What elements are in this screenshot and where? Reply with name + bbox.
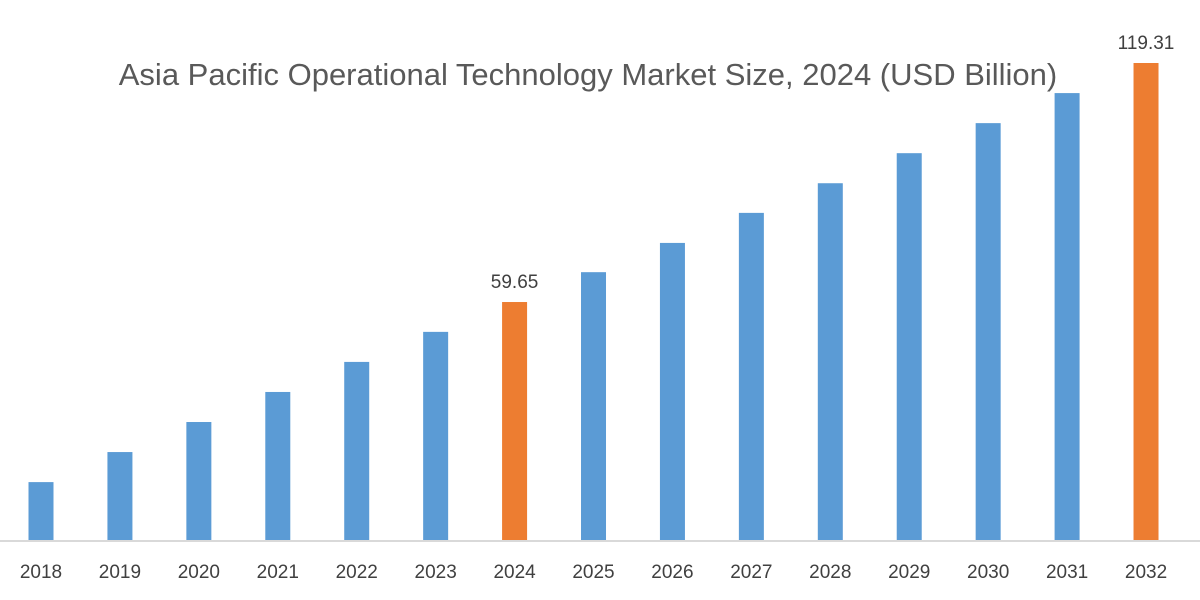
x-tick-2019: 2019 (99, 562, 141, 583)
data-label-2024: 59.65 (491, 272, 539, 293)
x-tick-2029: 2029 (888, 562, 930, 583)
bar-2029 (896, 153, 922, 541)
data-labels: 59.65 119.31 (491, 33, 1175, 293)
bar-2026 (659, 242, 685, 541)
bar-2024 (502, 302, 528, 541)
bar-2032 (1133, 63, 1159, 541)
x-tick-2022: 2022 (336, 562, 378, 583)
bar-2028 (817, 183, 843, 542)
bar-2021 (265, 391, 291, 541)
x-tick-2018: 2018 (20, 562, 62, 583)
x-tick-2028: 2028 (809, 562, 851, 583)
bar-2018 (28, 482, 54, 541)
x-tick-2031: 2031 (1046, 562, 1088, 583)
bar-2023 (423, 331, 449, 541)
x-tick-2032: 2032 (1125, 562, 1167, 583)
x-tick-2023: 2023 (415, 562, 457, 583)
x-axis-ticks: 2018 2019 2020 2021 2022 2023 2024 2025 2026 2027… (20, 562, 1167, 583)
bar-2020 (186, 422, 212, 541)
bar-2027 (738, 212, 764, 541)
chart-title: Asia Pacific Operational Technology Mark… (119, 57, 1057, 92)
x-tick-2027: 2027 (730, 562, 772, 583)
x-tick-2021: 2021 (257, 562, 299, 583)
x-tick-2025: 2025 (572, 562, 614, 583)
bar-2019 (107, 452, 133, 541)
bar-2022 (344, 361, 370, 541)
x-tick-2026: 2026 (651, 562, 693, 583)
bar-2031 (1054, 93, 1080, 542)
bar-2025 (581, 272, 607, 541)
bar-2030 (975, 123, 1001, 541)
x-tick-2024: 2024 (493, 562, 536, 583)
data-label-2032: 119.31 (1118, 33, 1175, 54)
bars-group (28, 63, 1159, 542)
x-tick-2030: 2030 (967, 562, 1009, 583)
x-tick-2020: 2020 (178, 562, 220, 583)
